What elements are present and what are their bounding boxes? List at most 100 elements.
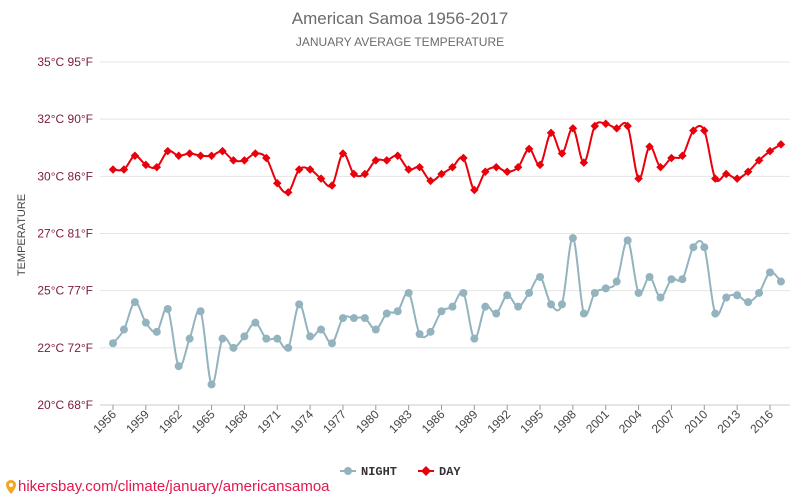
data-point-night: [415, 330, 424, 339]
data-point-day: [448, 162, 457, 172]
data-point-night: [141, 318, 150, 327]
footer-link[interactable]: hikersbay.com/climate/january/americansa…: [6, 478, 330, 495]
data-point-night: [700, 243, 709, 252]
data-point-day: [152, 162, 162, 172]
data-point-night: [612, 277, 621, 286]
data-point-day: [141, 160, 151, 170]
data-point-night: [109, 339, 117, 348]
legend-item-night[interactable]: NIGHT: [340, 465, 397, 479]
x-tick-label: 2010: [682, 407, 711, 436]
x-tick-label: 1977: [320, 407, 349, 436]
data-point-night: [536, 272, 545, 281]
data-point-day: [371, 156, 381, 165]
data-point-day: [283, 188, 293, 197]
data-point-night: [459, 288, 468, 297]
data-point-day: [316, 174, 326, 183]
data-point-night: [251, 318, 260, 327]
y-axis-title: TEMPERATURE: [16, 194, 28, 276]
data-point-day: [678, 151, 687, 160]
data-point-day: [108, 165, 118, 174]
data-point-night: [667, 275, 676, 284]
y-tick-label: 20°C 68°F: [37, 398, 93, 412]
data-point-day: [732, 174, 742, 183]
x-tick-label: 1974: [287, 407, 316, 436]
data-point-day: [185, 149, 194, 158]
legend[interactable]: NIGHT DAY: [340, 465, 461, 479]
data-point-night: [218, 334, 227, 343]
data-point-night: [437, 307, 446, 316]
data-point-night: [590, 288, 599, 297]
data-point-day: [163, 146, 172, 156]
data-point-night: [656, 293, 665, 302]
data-point-day: [174, 151, 183, 160]
data-point-night: [722, 293, 731, 302]
legend-night-label: NIGHT: [361, 465, 397, 479]
data-point-night: [689, 243, 698, 252]
x-tick-label: 1956: [90, 407, 119, 436]
data-point-night: [776, 277, 785, 286]
legend-night-marker: [344, 467, 352, 475]
data-point-day: [294, 165, 304, 174]
gridlines: [100, 61, 790, 406]
data-point-night: [733, 291, 742, 300]
data-point-night: [338, 314, 347, 323]
data-point-night: [196, 307, 205, 316]
location-pin-icon: [6, 479, 16, 494]
data-point-night: [634, 288, 643, 297]
y-axis-ticks: 20°C 68°F 22°C 72°F 25°C 77°F 27°C 81°F 30°C…: [37, 55, 93, 412]
y-tick-label: 27°C 81°F: [37, 227, 93, 241]
data-point-day: [130, 151, 140, 160]
data-point-day: [382, 156, 391, 165]
data-point-day: [207, 151, 216, 160]
data-point-night: [262, 334, 271, 343]
x-axis-ticks: 1956 1959 1962 1965 1968 1971 1974 1977 1980 1983…: [90, 405, 776, 436]
x-tick-label: 1992: [485, 407, 514, 436]
x-tick-label: 2016: [747, 407, 776, 436]
data-point-day: [349, 169, 359, 179]
y-tick-label: 35°C 95°F: [37, 55, 93, 69]
data-point-night: [547, 300, 555, 309]
data-point-night: [492, 309, 501, 318]
data-point-day: [119, 165, 129, 174]
x-tick-label: 1998: [550, 407, 579, 436]
x-tick-label: 2004: [616, 407, 645, 436]
data-point-night: [240, 332, 249, 341]
y-tick-label: 32°C 90°F: [37, 112, 93, 126]
data-point-night: [766, 268, 774, 277]
y-tick-label: 22°C 72°F: [37, 341, 93, 355]
data-point-night: [174, 362, 183, 371]
data-point-night: [426, 327, 435, 336]
data-point-night: [404, 288, 413, 297]
data-point-day: [437, 169, 446, 179]
data-point-night: [284, 343, 293, 352]
data-point-night: [579, 309, 588, 318]
data-point-night: [317, 325, 326, 334]
x-tick-label: 2001: [583, 407, 612, 436]
data-point-night: [273, 334, 282, 343]
legend-day-label: DAY: [439, 465, 461, 479]
series-group: [108, 119, 786, 389]
data-point-night: [744, 298, 753, 307]
data-point-night: [623, 236, 632, 245]
x-tick-label: 1962: [156, 407, 185, 436]
data-point-night: [371, 325, 380, 334]
x-tick-label: 1965: [189, 407, 218, 436]
legend-item-day[interactable]: DAY: [418, 465, 461, 479]
x-tick-label: 1980: [353, 407, 382, 436]
x-tick-label: 1983: [386, 407, 415, 436]
data-point-night: [448, 302, 457, 311]
data-point-day: [251, 149, 260, 158]
data-point-night: [328, 339, 336, 348]
data-point-night: [755, 288, 764, 297]
data-point-night: [382, 309, 391, 318]
data-point-night: [349, 314, 358, 323]
data-point-day: [196, 151, 205, 160]
footer-url[interactable]: hikersbay.com/climate/january/americansa…: [18, 478, 330, 495]
data-point-night: [514, 302, 523, 311]
data-point-night: [306, 332, 315, 341]
data-point-night: [481, 302, 490, 311]
data-point-night: [185, 334, 194, 343]
chart-subtitle: JANUARY AVERAGE TEMPERATURE: [296, 35, 504, 49]
data-point-night: [645, 272, 654, 281]
